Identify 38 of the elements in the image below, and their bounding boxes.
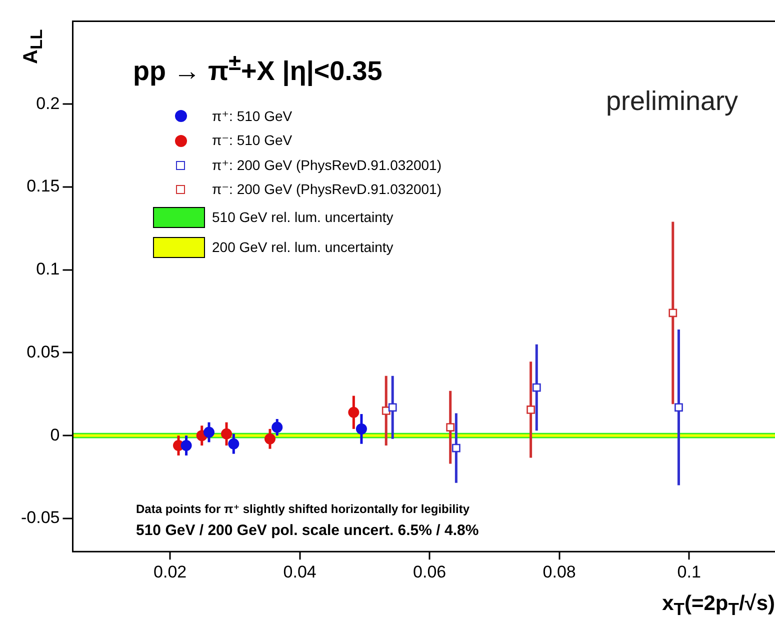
point <box>382 406 390 415</box>
point <box>203 426 214 438</box>
point <box>452 444 460 452</box>
point <box>264 433 276 444</box>
legend-label: π⁻: 510 GeV <box>212 132 292 150</box>
y-tick-label: 0.15 <box>26 176 60 196</box>
y-tick-label: 0.2 <box>36 94 60 113</box>
x-tick-label: 0.06 <box>413 562 446 582</box>
point <box>526 406 535 414</box>
legend-label: 200 GeV rel. lum. uncertainty <box>212 239 394 255</box>
point <box>221 428 232 440</box>
point <box>532 383 541 392</box>
point <box>272 422 283 433</box>
point <box>446 423 455 432</box>
y-tick-label: 0 <box>50 425 60 444</box>
legend-label: π⁺: 510 GeV <box>212 108 292 125</box>
point <box>228 438 240 450</box>
point <box>674 403 683 412</box>
point <box>388 403 397 412</box>
point <box>668 308 678 318</box>
annotation: Data points for π⁺ slightly shifted horizontally for legibility <box>136 502 470 516</box>
x-tick-label: 0.08 <box>542 562 576 582</box>
annotation: preliminary <box>606 86 738 117</box>
annotation: 510 GeV / 200 GeV pol. scale uncert. 6.5% / 4.8% <box>136 522 479 539</box>
x-tick-label: 0.1 <box>677 562 701 582</box>
legend-label: 510 GeV rel. lum. uncertainty <box>212 209 394 225</box>
point <box>180 440 192 452</box>
legend-label: π⁻: 200 GeV (PhysRevD.91.032001) <box>212 181 442 198</box>
y-tick-label: -0.05 <box>21 508 60 528</box>
x-tick-label: 0.04 <box>283 562 316 582</box>
y-tick-label: 0.1 <box>36 260 60 279</box>
x-axis-title: x$_{T}$(=2p$_{T}$/√s) <box>662 592 775 620</box>
point <box>348 406 360 418</box>
legend-label: π⁺: 200 GeV (PhysRevD.91.032001) <box>212 156 442 174</box>
y-tick-label: 0.05 <box>26 342 60 362</box>
x-tick-label: 0.02 <box>154 562 187 582</box>
text: pp → π$^{±}$+X |η|<0.35 <box>133 50 382 87</box>
point <box>356 423 367 434</box>
